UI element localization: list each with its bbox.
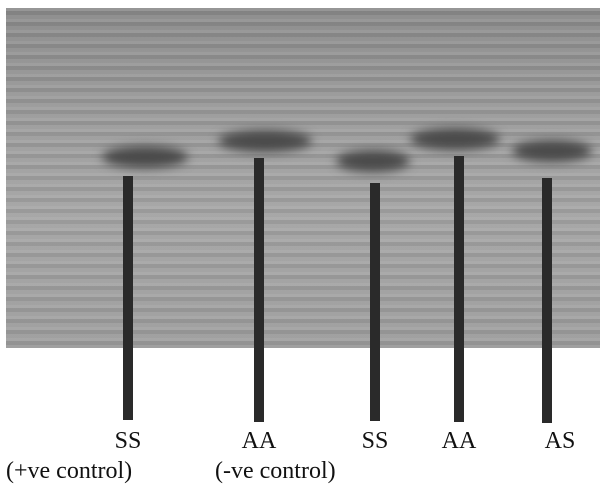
lane-label: AS (544, 428, 576, 454)
lane-marker (123, 176, 133, 420)
lane-label: AA (241, 428, 277, 454)
band (336, 150, 410, 172)
band (410, 128, 500, 150)
band (512, 140, 592, 162)
lane-label: SS (114, 428, 142, 454)
control-note: (-ve control) (215, 458, 336, 484)
lane-label: AA (441, 428, 477, 454)
control-note: (+ve control) (6, 458, 133, 484)
lane-marker (370, 183, 380, 421)
band (102, 146, 188, 168)
lane-marker (542, 178, 552, 423)
band (218, 130, 312, 152)
lane-marker (254, 158, 264, 422)
lane-label: SS (361, 428, 389, 454)
lane-marker (454, 156, 464, 422)
gel-image (6, 8, 600, 348)
